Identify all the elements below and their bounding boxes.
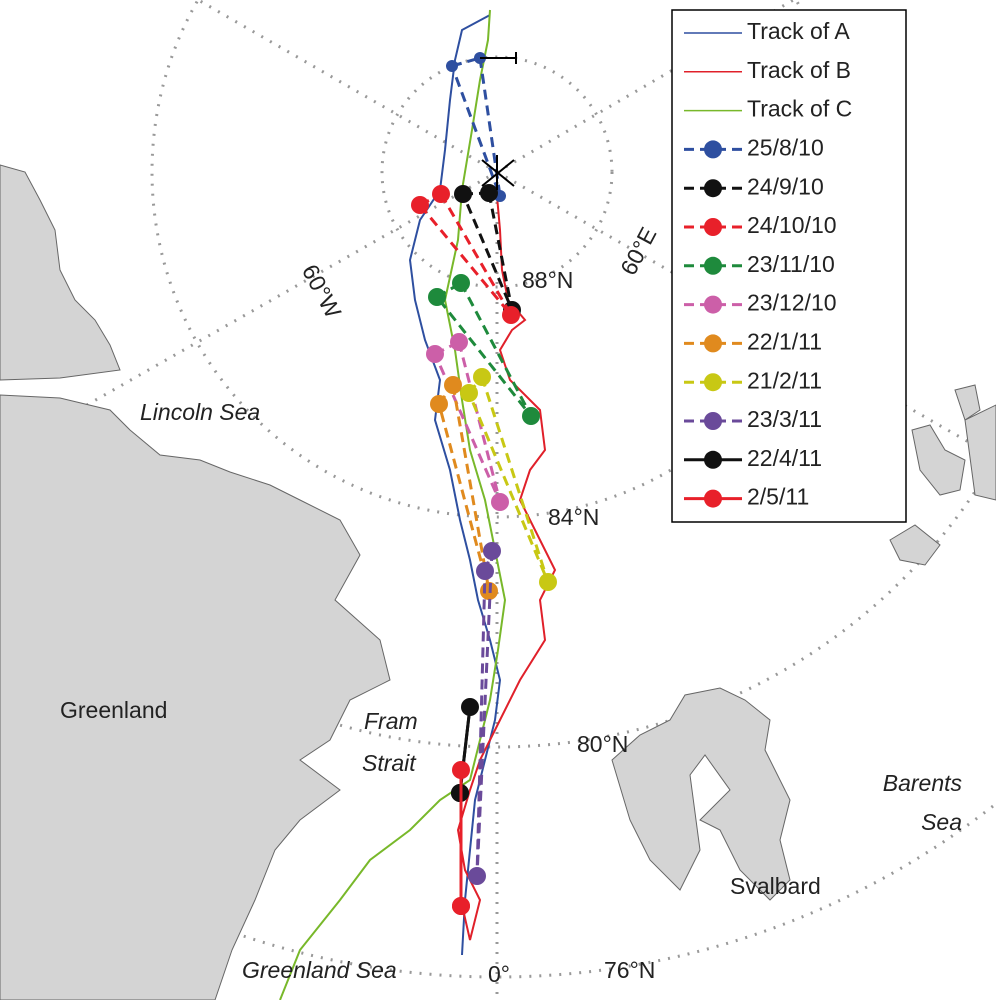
drift-dot [452,761,470,779]
drift-dot [444,376,462,394]
latitude-label: 84°N [548,504,599,530]
drift-dot [450,333,468,351]
legend-label: Track of A [747,18,850,44]
drift-dot [468,867,486,885]
land [0,164,996,1000]
island [889,524,941,566]
pole-marker [480,52,517,190]
legend-label: 21/2/11 [747,367,822,393]
greenland-shape [0,394,391,1000]
legend-dot [704,218,722,236]
island [954,384,981,421]
drift-positions [411,52,557,915]
map-labels: Lincoln Sea Greenland Fram Strait Greenl… [60,223,962,987]
track [456,195,557,941]
longitude-label: 60°W [297,260,347,322]
drift-dot [476,562,494,580]
legend-dot [704,179,722,198]
legend-label: 25/8/10 [747,134,824,160]
legend-label: 24/10/10 [747,212,837,238]
legend-dot [704,412,722,430]
legend-dot [704,489,722,508]
island [964,404,996,501]
drift-dot [460,384,478,402]
legend-label: 2/5/11 [747,484,809,510]
legend-label: Track of B [747,57,851,83]
drift-dot [432,185,450,203]
sea-label: Fram [364,708,418,734]
drift-dot [480,184,498,202]
drift-dot [483,542,501,560]
tracks [279,9,557,1000]
longitude-label: 0° [488,961,510,987]
sea-label: Lincoln Sea [140,399,260,425]
drift-dot [491,493,509,511]
land-label: Greenland [60,697,167,723]
drift-dot [452,274,470,292]
drift-dot [473,368,491,386]
drift-link [461,192,514,311]
latitude-label: 76°N [604,957,655,983]
drift-dot [446,60,458,72]
latitude-label: 80°N [577,731,628,757]
meridian [195,0,498,174]
drift-link [450,57,502,197]
legend-label: 23/12/10 [747,290,837,316]
legend: Track of A Track of B Track of C 25/8/10 24/… [671,9,907,523]
sea-label: Greenland Sea [242,957,397,983]
legend-label: 22/4/11 [747,445,822,471]
drift-dot [452,897,470,915]
legend-label: Track of C [747,96,852,122]
ellesmere [0,164,121,381]
drift-dot [430,395,448,413]
sea-label: Barents [883,770,963,796]
island [911,424,966,496]
meridian [0,170,498,457]
legend-dot [704,373,722,392]
drift-dot [461,698,479,716]
longitude-label: 60°E [615,223,661,279]
drift-link [475,550,494,877]
legend-dot [704,140,722,159]
drift-dot [502,306,520,324]
legend-dot [704,334,722,353]
drift-dot [428,288,446,306]
legend-label: 23/3/11 [747,406,822,432]
track [279,9,507,1000]
drift-dot [522,407,540,425]
drift-dot [411,196,429,214]
sea-label: Strait [362,750,417,776]
legend-label: 22/1/11 [747,328,822,354]
drift-dot [454,185,472,203]
legend-label: 24/9/10 [747,173,824,199]
land-label: Svalbard [730,873,821,899]
svalbard-shape [611,687,791,901]
drift-dot [539,573,557,591]
legend-dot [704,256,722,275]
legend-label: 23/11/10 [747,251,835,277]
legend-dot [704,295,722,314]
legend-dot [704,450,722,469]
latitude-label: 88°N [522,267,573,293]
sea-label: Sea [921,809,962,835]
drift-dot [426,345,444,363]
